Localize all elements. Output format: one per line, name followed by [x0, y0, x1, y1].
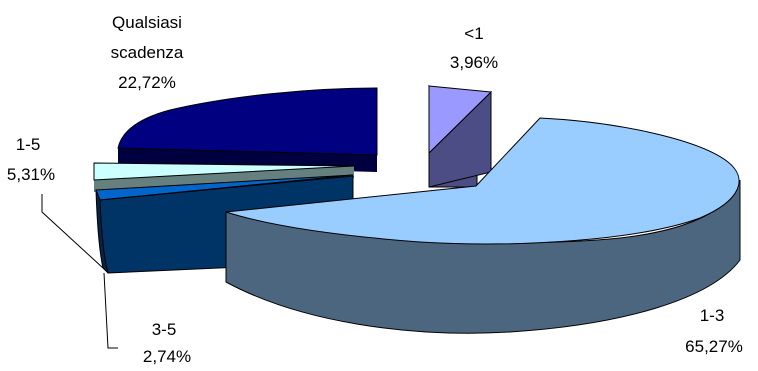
leader-line-3-5 — [103, 272, 118, 349]
label-qualsiasi-line1: Qualsiasi — [112, 13, 182, 32]
label-1-3-pct: 65,27% — [685, 337, 743, 356]
label-1-3-name: 1-3 — [700, 306, 725, 325]
slice-3-5-left-face — [95, 189, 109, 274]
slice-1-5-side — [94, 166, 354, 192]
slice-lt1 — [428, 84, 493, 188]
slice-lt1-top — [428, 85, 493, 155]
label-lt1-name: <1 — [464, 24, 483, 43]
label-1-5-pct: 5,31% — [7, 165, 55, 184]
slice-1-5-top — [93, 162, 355, 181]
slice-qualsiasi-scadenza-top — [117, 87, 378, 156]
slice-1-3-top — [225, 117, 740, 245]
label-1-5-name: 1-5 — [16, 135, 41, 154]
slice-1-5 — [93, 162, 355, 192]
label-3-5-name: 3-5 — [152, 320, 177, 339]
slice-qualsiasi-scadenza — [117, 87, 378, 172]
label-qualsiasi-line2: scadenza — [111, 43, 184, 62]
label-qualsiasi-pct: 22,72% — [118, 73, 176, 92]
slice-1-3 — [225, 117, 741, 334]
label-lt1-pct: 3,96% — [450, 53, 498, 72]
label-3-5-pct: 2,74% — [143, 347, 191, 366]
leader-line-1-5 — [41, 194, 104, 269]
